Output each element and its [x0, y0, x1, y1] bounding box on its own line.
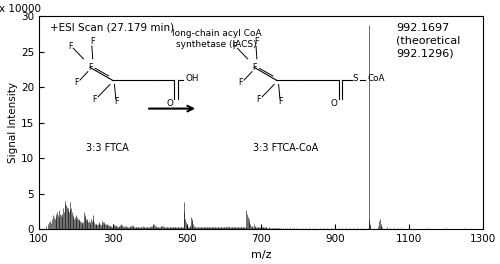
Text: long-chain acyl CoA
synthetase (lACS): long-chain acyl CoA synthetase (lACS) — [172, 29, 262, 49]
Text: F: F — [232, 41, 236, 50]
Text: F: F — [238, 78, 243, 87]
Text: F: F — [278, 97, 283, 106]
Text: F: F — [88, 63, 92, 72]
Text: F: F — [114, 97, 119, 106]
Text: 3:3 FTCA: 3:3 FTCA — [86, 143, 129, 153]
Text: 992.1697
(theoretical
992.1296): 992.1697 (theoretical 992.1296) — [396, 23, 460, 59]
Text: F: F — [92, 95, 97, 104]
Text: F: F — [254, 37, 258, 46]
Y-axis label: Signal Intensity: Signal Intensity — [8, 82, 18, 163]
Text: 3:3 FTCA-CoA: 3:3 FTCA-CoA — [252, 143, 318, 153]
Text: OH: OH — [186, 74, 199, 83]
Text: +ESI Scan (27.179 min): +ESI Scan (27.179 min) — [50, 23, 174, 32]
Text: F: F — [252, 63, 256, 72]
Text: F: F — [90, 37, 94, 46]
Text: S: S — [352, 74, 358, 83]
Text: x 10000: x 10000 — [0, 4, 41, 14]
Text: O: O — [330, 99, 338, 108]
Text: F: F — [74, 78, 79, 87]
Text: O: O — [166, 99, 173, 108]
Text: F: F — [256, 95, 261, 104]
Text: CoA: CoA — [368, 74, 385, 83]
X-axis label: m/z: m/z — [250, 250, 271, 260]
Text: F: F — [68, 41, 72, 50]
